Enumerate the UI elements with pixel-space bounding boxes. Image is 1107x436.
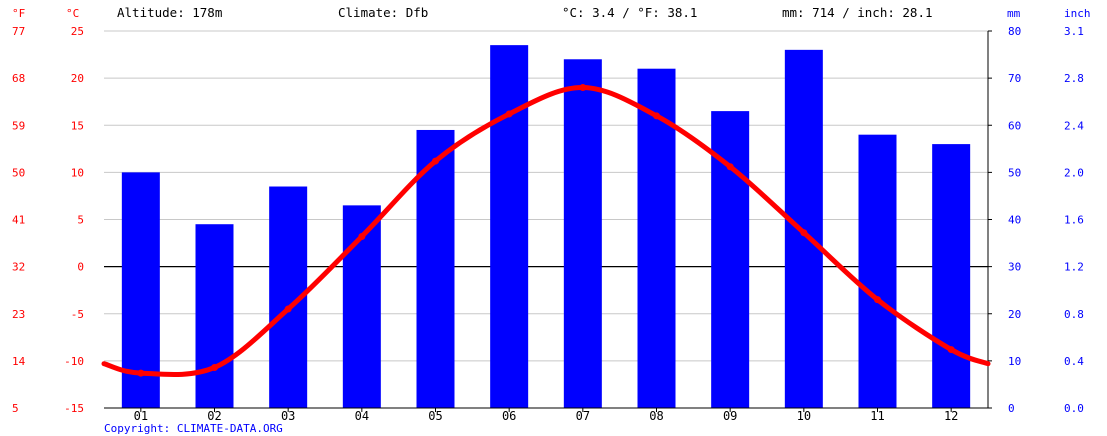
mm-tick-label: 10 (1008, 355, 1021, 368)
fahrenheit-tick-label: 23 (12, 308, 25, 321)
temperature-average-label: °C: 3.4 / °F: 38.1 (562, 5, 697, 20)
celsius-tick-label: -10 (64, 355, 84, 368)
fahrenheit-tick-label: 68 (12, 72, 25, 85)
month-tick-label: 11 (870, 409, 884, 423)
inch-tick-label: 1.2 (1064, 261, 1084, 274)
month-tick-label: 01 (134, 409, 148, 423)
temperature-curve (101, 85, 991, 378)
axes (104, 30, 992, 412)
temperature-point (579, 84, 587, 92)
inch-tick-label: 2.0 (1064, 166, 1084, 179)
temperature-point (432, 157, 439, 165)
fahrenheit-tick-label: 77 (12, 25, 25, 38)
temperature-point (358, 232, 366, 240)
inch-tick-label: 2.4 (1064, 119, 1084, 132)
fahrenheit-tick-label: 59 (12, 119, 25, 132)
mm-tick-label: 80 (1008, 25, 1021, 38)
precipitation-bar (563, 59, 602, 409)
precipitation-total-label: mm: 714 / inch: 28.1 (782, 5, 933, 20)
month-tick-label: 07 (576, 409, 590, 423)
temperature-point (211, 363, 218, 371)
precipitation-bar (195, 224, 234, 408)
month-tick-label: 10 (797, 409, 811, 423)
mm-unit-label: mm (1007, 7, 1021, 20)
inch-tick-label: 0.4 (1064, 355, 1084, 368)
temperature-point (800, 229, 808, 237)
fahrenheit-tick-label: 41 (12, 214, 25, 227)
precipitation-bar (784, 49, 823, 408)
temperature-point (505, 110, 513, 118)
mm-tick-label: 0 (1008, 402, 1015, 415)
celsius-tick-label: 25 (71, 25, 84, 38)
precipitation-bar (490, 45, 529, 408)
mm-tick-label: 30 (1008, 261, 1021, 274)
month-tick-label: 02 (207, 409, 221, 423)
precipitation-bar (416, 129, 455, 408)
temperature-point (726, 163, 734, 171)
precipitation-bar (932, 144, 971, 408)
temperature-point (874, 296, 881, 304)
celsius-unit-label: °C (66, 7, 79, 20)
month-tick-label: 06 (502, 409, 516, 423)
mm-tick-label: 20 (1008, 308, 1021, 321)
celsius-tick-label: 0 (77, 261, 84, 274)
inch-tick-label: 2.8 (1064, 72, 1084, 85)
celsius-tick-label: 10 (71, 166, 84, 179)
month-tick-label: 12 (944, 409, 958, 423)
inch-tick-label: 0.8 (1064, 308, 1084, 321)
mm-tick-label: 70 (1008, 72, 1021, 85)
mm-tick-label: 50 (1008, 166, 1021, 179)
fahrenheit-tick-label: 14 (12, 355, 26, 368)
month-tick-label: 03 (281, 409, 295, 423)
fahrenheit-tick-label: 5 (12, 402, 19, 415)
celsius-tick-label: -15 (64, 402, 84, 415)
inch-tick-label: 0.0 (1064, 402, 1084, 415)
fahrenheit-unit-label: °F (12, 7, 25, 20)
temperature-point (284, 305, 292, 313)
climate-label: Climate: Dfb (338, 5, 428, 20)
celsius-tick-label: -5 (71, 308, 84, 321)
mm-tick-label: 40 (1008, 214, 1021, 227)
celsius-tick-label: 20 (71, 72, 84, 85)
fahrenheit-tick-label: 32 (12, 261, 25, 274)
celsius-tick-label: 15 (71, 119, 84, 132)
copyright-notice: Copyright: CLIMATE-DATA.ORG (104, 422, 283, 435)
precipitation-bar (711, 111, 750, 409)
temperature-point (653, 112, 660, 120)
inch-unit-label: inch (1064, 7, 1091, 20)
temperature-point (947, 346, 955, 354)
month-tick-label: 08 (649, 409, 663, 423)
fahrenheit-tick-label: 50 (12, 166, 25, 179)
temperature-point (137, 369, 145, 377)
tick-labels: 776859504132231452520151050-5-10-1580706… (12, 25, 1084, 423)
inch-tick-label: 3.1 (1064, 25, 1084, 38)
precipitation-bars (121, 45, 971, 409)
altitude-label: Altitude: 178m (117, 5, 222, 20)
month-tick-label: 04 (355, 409, 369, 423)
mm-tick-label: 60 (1008, 119, 1021, 132)
temperature-line (101, 84, 991, 378)
celsius-tick-label: 5 (77, 214, 84, 227)
precipitation-bar (858, 134, 897, 409)
precipitation-bar (121, 172, 160, 408)
precipitation-bar (637, 68, 676, 408)
inch-tick-label: 1.6 (1064, 214, 1084, 227)
month-tick-label: 05 (428, 409, 442, 423)
month-tick-label: 09 (723, 409, 737, 423)
